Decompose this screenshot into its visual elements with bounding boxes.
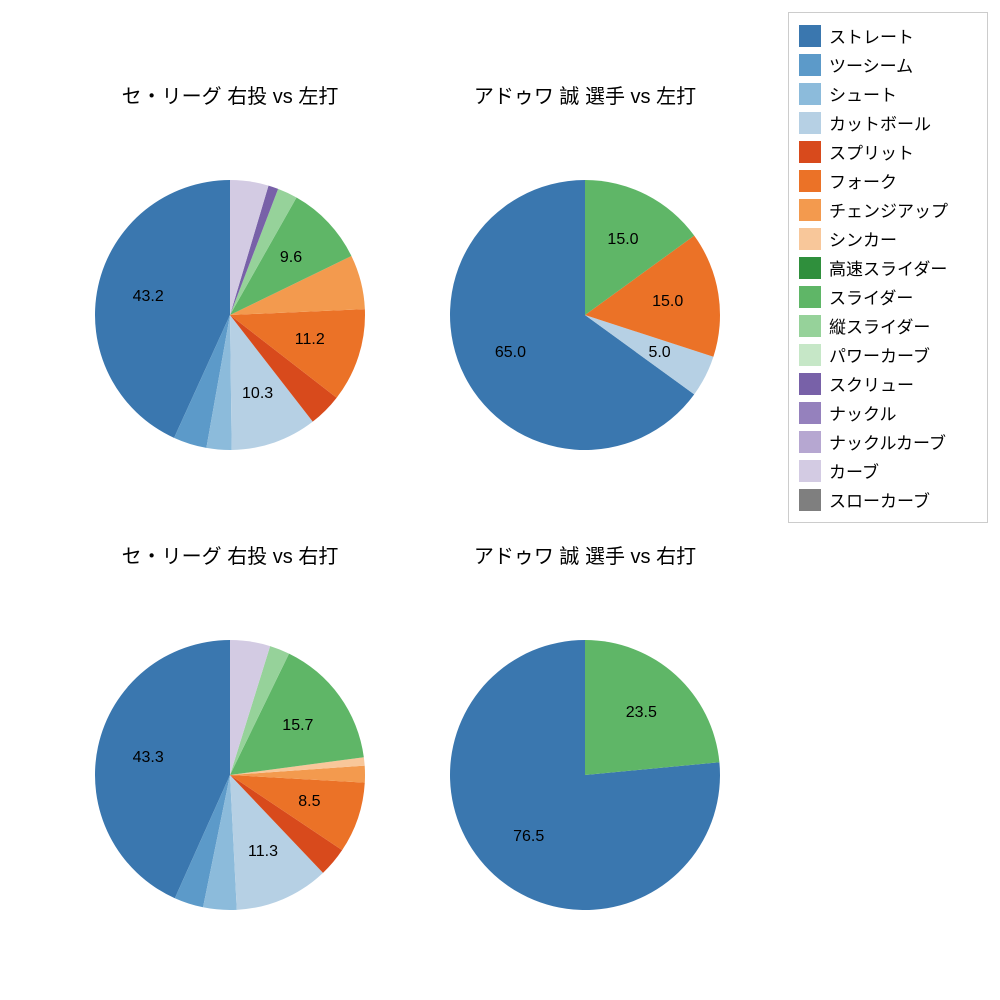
legend-swatch xyxy=(799,25,821,47)
legend-item-straight: ストレート xyxy=(799,21,977,50)
legend-label: フォーク xyxy=(829,168,897,193)
legend-swatch xyxy=(799,431,821,453)
legend-label: スプリット xyxy=(829,139,914,164)
pie-label-cutball: 5.0 xyxy=(648,344,670,362)
pie-label-straight: 65.0 xyxy=(495,344,526,362)
legend-label: ナックル xyxy=(829,400,897,425)
legend-swatch xyxy=(799,199,821,221)
legend-item-knuckle: ナックル xyxy=(799,398,977,427)
legend-swatch xyxy=(799,489,821,511)
pie-label-fork: 11.2 xyxy=(295,331,325,349)
legend-label: ツーシーム xyxy=(829,52,913,77)
legend-label: カットボール xyxy=(829,110,931,135)
legend-label: チェンジアップ xyxy=(829,197,948,222)
legend-label: カーブ xyxy=(829,458,879,483)
legend-swatch xyxy=(799,112,821,134)
legend-item-sinker: シンカー xyxy=(799,224,977,253)
panel-title: セ・リーグ 右投 vs 左打 xyxy=(55,80,405,109)
legend-swatch xyxy=(799,170,821,192)
panel-top-left: セ・リーグ 右投 vs 左打 43.2 10.3 11.2 9.6 xyxy=(55,80,405,500)
chart-grid: セ・リーグ 右投 vs 左打 43.2 10.3 11.2 9.6 アドゥワ 誠 選手 v… xyxy=(0,0,770,1000)
legend-label: ナックルカーブ xyxy=(829,429,946,454)
legend-swatch xyxy=(799,257,821,279)
legend-swatch xyxy=(799,54,821,76)
legend-item-fast_slider: 高速スライダー xyxy=(799,253,977,282)
pie-label-slider: 23.5 xyxy=(626,704,657,722)
legend-item-changeup: チェンジアップ xyxy=(799,195,977,224)
legend-swatch xyxy=(799,373,821,395)
pie-label-straight: 43.3 xyxy=(133,749,164,767)
pie-chart: 43.3 11.3 8.5 15.7 xyxy=(55,600,405,950)
legend-label: パワーカーブ xyxy=(829,342,930,367)
pie-label-cutball: 11.3 xyxy=(248,843,278,861)
legend-item-power_curve: パワーカーブ xyxy=(799,340,977,369)
panel-title: セ・リーグ 右投 vs 右打 xyxy=(55,540,405,569)
legend: ストレートツーシームシュートカットボールスプリットフォークチェンジアップシンカー… xyxy=(788,12,988,523)
panel-bottom-right: アドゥワ 誠 選手 vs 右打 76.5 23.5 xyxy=(410,540,760,960)
legend-item-vert_slider: 縦スライダー xyxy=(799,311,977,340)
panel-title: アドゥワ 誠 選手 vs 左打 xyxy=(410,80,760,109)
legend-swatch xyxy=(799,83,821,105)
legend-swatch xyxy=(799,141,821,163)
legend-item-shoot: シュート xyxy=(799,79,977,108)
pie-label-slider: 15.0 xyxy=(607,231,638,249)
pie-svg xyxy=(410,600,760,950)
legend-swatch xyxy=(799,286,821,308)
pie-label-fork: 15.0 xyxy=(652,293,683,311)
legend-item-split: スプリット xyxy=(799,137,977,166)
legend-swatch xyxy=(799,344,821,366)
pie-label-slider: 9.6 xyxy=(280,249,302,267)
legend-label: スローカーブ xyxy=(829,487,930,512)
legend-label: スクリュー xyxy=(829,371,914,396)
pie-svg xyxy=(55,600,405,950)
legend-item-twoseam: ツーシーム xyxy=(799,50,977,79)
legend-swatch xyxy=(799,315,821,337)
pie-label-slider: 15.7 xyxy=(282,717,313,735)
legend-swatch xyxy=(799,228,821,250)
legend-label: ストレート xyxy=(829,23,914,48)
legend-item-curve: カーブ xyxy=(799,456,977,485)
panel-top-right: アドゥワ 誠 選手 vs 左打 65.0 5.0 15.0 15.0 xyxy=(410,80,760,500)
legend-label: シンカー xyxy=(829,226,897,251)
legend-swatch xyxy=(799,402,821,424)
pie-chart: 76.5 23.5 xyxy=(410,600,760,950)
pie-label-cutball: 10.3 xyxy=(242,385,273,403)
panel-title: アドゥワ 誠 選手 vs 右打 xyxy=(410,540,760,569)
pie-chart: 43.2 10.3 11.2 9.6 xyxy=(55,140,405,490)
legend-item-screw: スクリュー xyxy=(799,369,977,398)
legend-swatch xyxy=(799,460,821,482)
pie-svg xyxy=(410,140,760,490)
legend-item-cutball: カットボール xyxy=(799,108,977,137)
pie-label-straight: 43.2 xyxy=(133,288,164,306)
pie-svg xyxy=(55,140,405,490)
pie-chart: 65.0 5.0 15.0 15.0 xyxy=(410,140,760,490)
legend-item-knuckle_curve: ナックルカーブ xyxy=(799,427,977,456)
panel-bottom-left: セ・リーグ 右投 vs 右打 43.3 11.3 8.5 15.7 xyxy=(55,540,405,960)
pie-label-straight: 76.5 xyxy=(513,828,544,846)
legend-label: 高速スライダー xyxy=(829,255,947,280)
legend-item-slow_curve: スローカーブ xyxy=(799,485,977,514)
legend-label: 縦スライダー xyxy=(829,313,930,338)
pie-label-fork: 8.5 xyxy=(298,793,320,811)
legend-label: スライダー xyxy=(829,284,913,309)
legend-label: シュート xyxy=(829,81,897,106)
legend-item-fork: フォーク xyxy=(799,166,977,195)
legend-item-slider: スライダー xyxy=(799,282,977,311)
